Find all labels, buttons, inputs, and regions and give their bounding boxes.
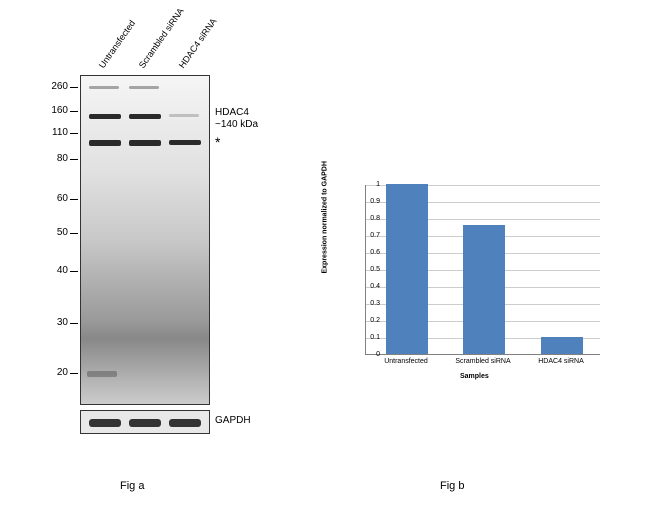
ladder-label: 60 bbox=[40, 193, 68, 204]
gapdh-band bbox=[89, 419, 121, 427]
x-category-label: Scrambled siRNA bbox=[452, 358, 514, 365]
gapdh-label: GAPDH bbox=[215, 415, 251, 426]
low-band bbox=[87, 371, 117, 377]
ladder-label: 40 bbox=[40, 265, 68, 276]
bar bbox=[463, 225, 505, 354]
star-band-lane3 bbox=[169, 140, 201, 145]
hdac4-annotation: HDAC4 bbox=[215, 107, 249, 118]
y-tick-label: 0.7 bbox=[350, 232, 380, 239]
y-tick-label: 0.8 bbox=[350, 215, 380, 222]
y-tick-label: 0.9 bbox=[350, 198, 380, 205]
x-category-label: HDAC4 siRNA bbox=[530, 358, 592, 365]
ladder-label: 80 bbox=[40, 153, 68, 164]
star-annotation: * bbox=[215, 134, 220, 150]
ladder-tick bbox=[70, 323, 78, 324]
chart-plot-area bbox=[365, 185, 600, 355]
faint-band bbox=[89, 86, 119, 89]
faint-band bbox=[129, 86, 159, 89]
y-axis-title: Expression normalized to GAPDH bbox=[322, 161, 329, 273]
lane-label: HDAC4 siRNA bbox=[177, 16, 219, 70]
ladder-tick bbox=[70, 87, 78, 88]
blot-membrane bbox=[80, 75, 210, 405]
y-tick-label: 0.5 bbox=[350, 266, 380, 273]
ladder-label: 110 bbox=[40, 127, 68, 138]
kda-annotation: ~140 kDa bbox=[215, 119, 258, 130]
ladder-label: 50 bbox=[40, 227, 68, 238]
gapdh-band bbox=[169, 419, 201, 427]
bar bbox=[386, 184, 428, 354]
ladder-tick bbox=[70, 133, 78, 134]
lane-labels-group: Untransfected Scrambled siRNA HDAC4 siRN… bbox=[105, 10, 255, 70]
ladder-label: 20 bbox=[40, 367, 68, 378]
hdac4-band-lane3 bbox=[169, 114, 199, 117]
ladder-tick bbox=[70, 373, 78, 374]
lane-label: Untransfected bbox=[97, 18, 137, 70]
figure-b-bar-chart: Expression normalized to GAPDH Samples 0… bbox=[320, 175, 620, 405]
y-tick-label: 0.1 bbox=[350, 334, 380, 341]
star-band-lane1 bbox=[89, 140, 121, 146]
bar bbox=[541, 337, 583, 354]
y-tick-label: 0.2 bbox=[350, 317, 380, 324]
fig-a-caption: Fig a bbox=[120, 480, 144, 492]
fig-b-caption: Fig b bbox=[440, 480, 464, 492]
figure-a-western-blot: Untransfected Scrambled siRNA HDAC4 siRN… bbox=[40, 10, 270, 450]
x-category-label: Untransfected bbox=[375, 358, 437, 365]
ladder-label: 30 bbox=[40, 317, 68, 328]
hdac4-band-lane2 bbox=[129, 114, 161, 119]
y-tick-label: 0.3 bbox=[350, 300, 380, 307]
hdac4-band-lane1 bbox=[89, 114, 121, 119]
ladder-label: 260 bbox=[40, 81, 68, 92]
ladder-label: 160 bbox=[40, 105, 68, 116]
gapdh-membrane bbox=[80, 410, 210, 434]
ladder-tick bbox=[70, 271, 78, 272]
ladder-tick bbox=[70, 199, 78, 200]
y-tick-label: 1 bbox=[350, 181, 380, 188]
ladder-tick bbox=[70, 233, 78, 234]
x-axis-title: Samples bbox=[460, 373, 489, 380]
y-tick-label: 0.4 bbox=[350, 283, 380, 290]
star-band-lane2 bbox=[129, 140, 161, 146]
y-tick-label: 0.6 bbox=[350, 249, 380, 256]
ladder-tick bbox=[70, 111, 78, 112]
y-tick-label: 0 bbox=[350, 351, 380, 358]
gapdh-band bbox=[129, 419, 161, 427]
ladder-tick bbox=[70, 159, 78, 160]
